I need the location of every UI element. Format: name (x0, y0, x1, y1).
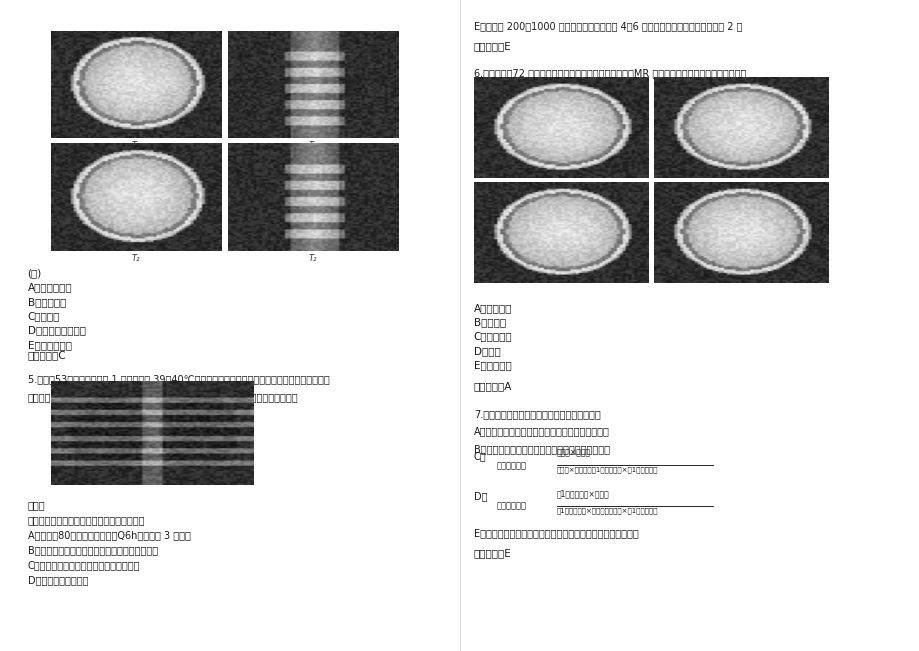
Text: E、阳性预测值指在筛查或诊断试验中真阳性率与假阳性率之比: E、阳性预测值指在筛查或诊断试验中真阳性率与假阳性率之比 (473, 529, 638, 538)
Text: B、选用庆大霉素控制感染，退热后争取及早手术: B、选用庆大霉素控制感染，退热后争取及早手术 (28, 545, 157, 555)
Text: A、青霉素80万单位肌肉注射，Q6h，退热后 3 天停药: A、青霉素80万单位肌肉注射，Q6h，退热后 3 天停药 (28, 530, 190, 540)
Text: 正确答案：E: 正确答案：E (473, 42, 511, 51)
Text: （1－患病率）×特异性: （1－患病率）×特异性 (556, 489, 608, 498)
Text: T₂: T₂ (131, 254, 140, 263)
Text: 根据你的诊断，上述病人的治疗方案应为（）: 根据你的诊断，上述病人的治疗方案应为（） (28, 515, 145, 525)
Text: T₂: T₂ (309, 254, 317, 263)
Text: 6.患者男性，72 岁，肺癌术后一年余，现出现头晕头痛，MR 图像如下，最有可能的诊断是（）。: 6.患者男性，72 岁，肺癌术后一年余，现出现头晕头痛，MR 图像如下，最有可能… (473, 68, 745, 77)
Text: C、: C、 (473, 451, 486, 461)
Text: 7.关于预测值的影响因素，叙述错误的是（）。: 7.关于预测值的影响因素，叙述错误的是（）。 (473, 409, 600, 419)
Text: 5.男性，53岁。寒战、高热 1 天。体温在 39～40℃之间，乏力，纳差，右上胸痛，和少量黏液痰。曾用: 5.男性，53岁。寒战、高热 1 天。体温在 39～40℃之间，乏力，纳差，右上… (28, 374, 329, 384)
Text: E、青霉素 200～1000 万单位／天，静脉滴注 4～6 周，症状减轻后减半，维持至少 2 周: E、青霉素 200～1000 万单位／天，静脉滴注 4～6 周，症状减轻后减半，… (473, 21, 742, 31)
Text: 患病率×灵敏性: 患病率×灵敏性 (556, 449, 590, 458)
Text: A、恶性淤巴瘤: A、恶性淤巴瘤 (28, 283, 73, 292)
Text: A、患病率不变的情况下，灵敏性高，阴性预测值高: A、患病率不变的情况下，灵敏性高，阴性预测值高 (473, 426, 609, 436)
Text: A、脑转移瘤: A、脑转移瘤 (473, 303, 512, 312)
Text: B、颅咍管瘤: B、颅咍管瘤 (28, 297, 66, 307)
Text: (。): (。) (28, 268, 41, 278)
Text: D、脑炎: D、脑炎 (473, 346, 500, 355)
Text: D、鼻咍纤维血管瘤: D、鼻咍纤维血管瘤 (28, 326, 85, 335)
Text: B、患病率不变的情况下，特异性高，阳性预测值高: B、患病率不变的情况下，特异性高，阳性预测值高 (473, 444, 609, 454)
Text: C、鼻咍癌: C、鼻咍癌 (28, 311, 60, 321)
Text: 正确答案：C: 正确答案：C (28, 350, 66, 360)
Text: 阴性预测值＝: 阴性预测值＝ (496, 501, 527, 510)
Text: 复方新诺明及庆大霉素治疗2天，体温未降，咍咍加重，咍出大量脂臭痰。体查：肺部无阳性体征，胸片: 复方新诺明及庆大霉素治疗2天，体温未降，咍咍加重，咍出大量脂臭痰。体查：肺部无阳… (28, 393, 298, 402)
Text: E、脑淤巴瘤: E、脑淤巴瘤 (473, 360, 511, 370)
Text: 阳性预测值＝: 阳性预测值＝ (496, 461, 527, 470)
Text: T₂: T₂ (309, 141, 317, 150)
Text: （1－患病率）×特异性＋患病率×（1－灵敏性）: （1－患病率）×特异性＋患病率×（1－灵敏性） (556, 507, 657, 514)
Text: C、选用链霉素、利福平、异烟肼强化治疗: C、选用链霉素、利福平、异烟肼强化治疗 (28, 560, 140, 570)
Text: 如图。: 如图。 (28, 500, 45, 510)
Text: 正确答案：A: 正确答案：A (473, 381, 512, 391)
Text: E、慢性鼻咍炎: E、慢性鼻咍炎 (28, 340, 72, 350)
Text: C、脑胶质瘤: C、脑胶质瘤 (473, 331, 512, 341)
Text: D、: D、 (473, 492, 487, 501)
Text: B、脑膜瘤: B、脑膜瘤 (473, 317, 505, 327)
Text: D、可用多黏菌素治疗: D、可用多黏菌素治疗 (28, 575, 88, 585)
Text: 患病率×灵敏性＋（1－患病率）×（1－特异性）: 患病率×灵敏性＋（1－患病率）×（1－特异性） (556, 467, 657, 473)
Text: T₁: T₁ (131, 141, 140, 150)
Text: 正确答案：E: 正确答案：E (473, 548, 511, 558)
